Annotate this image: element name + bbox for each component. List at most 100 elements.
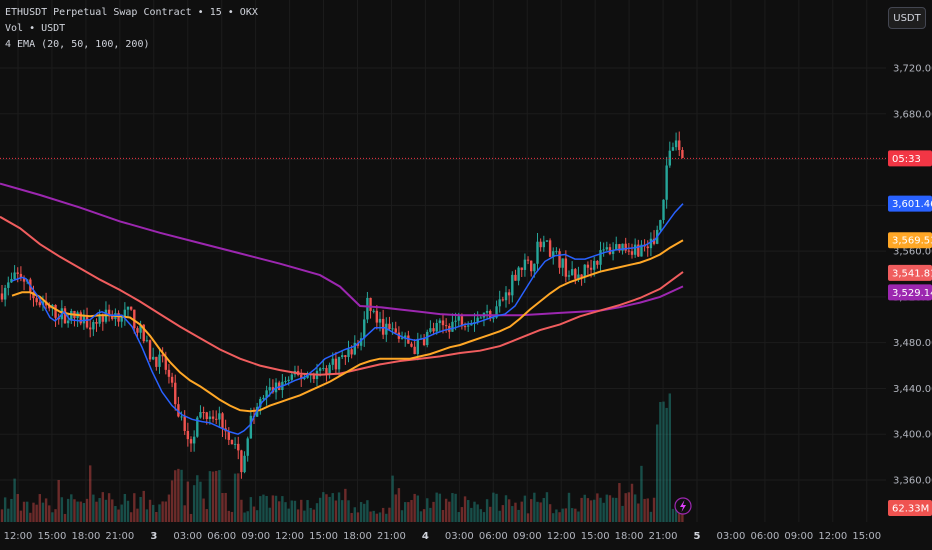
- ema20-tag-label: 3,601.46: [892, 199, 932, 210]
- volume-bar: [284, 502, 287, 522]
- ema50-line: [11, 239, 684, 413]
- x-tick-label: 15:00: [852, 531, 881, 542]
- y-tick-label: 3,400.00: [893, 430, 932, 441]
- volume-bar: [561, 508, 564, 522]
- volume-bar: [413, 493, 416, 522]
- candle: [369, 297, 372, 319]
- volume-bar: [51, 512, 54, 522]
- candle: [3, 284, 7, 307]
- volume-bar: [92, 494, 95, 522]
- candle: [328, 362, 331, 379]
- volume-bar: [211, 471, 215, 522]
- lightning-icon[interactable]: [674, 497, 692, 515]
- candle: [555, 247, 558, 255]
- candle: [211, 410, 215, 423]
- volume-bar: [16, 494, 19, 522]
- candle: [517, 266, 520, 286]
- candle: [413, 339, 416, 355]
- volume-bar: [580, 497, 583, 522]
- candle: [363, 311, 366, 347]
- volume-bar: [473, 501, 476, 522]
- volume-bar: [3, 497, 7, 522]
- volume-legend[interactable]: Vol • USDT: [5, 23, 66, 34]
- volume-bar: [142, 490, 145, 522]
- candle: [145, 335, 149, 343]
- volume-bar: [476, 504, 479, 522]
- candle: [240, 449, 243, 479]
- volume-bar: [133, 493, 136, 522]
- volume-bar: [514, 502, 517, 522]
- ema-lines: [0, 182, 684, 436]
- volume-bar: [38, 494, 41, 522]
- volume-bar: [633, 494, 637, 522]
- candle: [167, 364, 171, 384]
- volume-bar: [177, 468, 180, 522]
- candle: [523, 253, 527, 277]
- candle: [218, 406, 221, 428]
- currency-button[interactable]: USDT: [888, 7, 926, 29]
- volume-bar: [385, 513, 388, 522]
- volume-bar: [287, 508, 290, 522]
- ema-legend[interactable]: 4 EMA (20, 50, 100, 200): [5, 39, 150, 50]
- volume-bar: [671, 508, 675, 522]
- volume-bar: [649, 511, 653, 522]
- volume-bar: [54, 509, 57, 522]
- time-axis[interactable]: 12:00 15:00 18:00 21:00 3 03:00 06:00 09:00 12:0…: [4, 531, 882, 542]
- volume-bar: [101, 492, 104, 522]
- symbol-legend[interactable]: ETHUSDT Perpetual Swap Contract • 15 • O…: [5, 7, 258, 18]
- volume-bar: [637, 503, 640, 522]
- volume-bar: [158, 504, 161, 522]
- candle: [334, 351, 338, 375]
- y-tick-label: 3,560.00: [893, 247, 932, 258]
- candle: [637, 239, 640, 257]
- candle: [85, 307, 89, 329]
- volume-bar: [70, 494, 73, 522]
- candle: [404, 332, 407, 347]
- volume-bar: [665, 407, 668, 522]
- volume-bar: [281, 496, 284, 522]
- volume-bar: [152, 504, 155, 522]
- x-tick-label: 12:00: [4, 531, 33, 542]
- candle: [526, 256, 530, 265]
- volume-bar: [341, 500, 344, 522]
- candle: [438, 318, 442, 332]
- volume-bar: [363, 503, 366, 522]
- volume-bar: [290, 500, 293, 522]
- volume-bar: [164, 501, 167, 522]
- candle: [630, 243, 634, 259]
- x-tick-label: 3: [150, 531, 157, 542]
- candle: [611, 242, 615, 261]
- candle: [561, 258, 564, 277]
- candle: [548, 238, 552, 258]
- volume-bar: [41, 502, 45, 522]
- volume-bar: [262, 494, 265, 522]
- candle: [196, 415, 199, 438]
- volume-bar: [202, 498, 205, 522]
- volume-bar: [243, 512, 246, 522]
- volume-bar: [10, 498, 13, 522]
- candle: [227, 427, 230, 446]
- candle: [366, 291, 369, 324]
- candle: [580, 274, 583, 286]
- volume-bar: [306, 500, 309, 522]
- candle: [347, 340, 350, 363]
- volume-bar: [599, 497, 602, 522]
- volume-bar: [659, 401, 662, 522]
- x-tick-label: 21:00: [649, 531, 678, 542]
- volume-bar: [95, 501, 98, 522]
- volume-bar: [391, 475, 394, 522]
- volume-bar: [574, 508, 577, 522]
- volume-bar: [161, 501, 164, 522]
- volume-bar: [583, 494, 586, 522]
- volume-bar: [136, 508, 139, 522]
- volume-bar: [507, 499, 511, 522]
- candle: [230, 439, 234, 445]
- candle: [432, 322, 435, 336]
- volume-bar: [44, 498, 48, 522]
- x-tick-label: 15:00: [581, 531, 610, 542]
- volume-bar: [407, 502, 410, 522]
- volume-bar: [227, 510, 230, 522]
- volume-bar: [60, 497, 64, 522]
